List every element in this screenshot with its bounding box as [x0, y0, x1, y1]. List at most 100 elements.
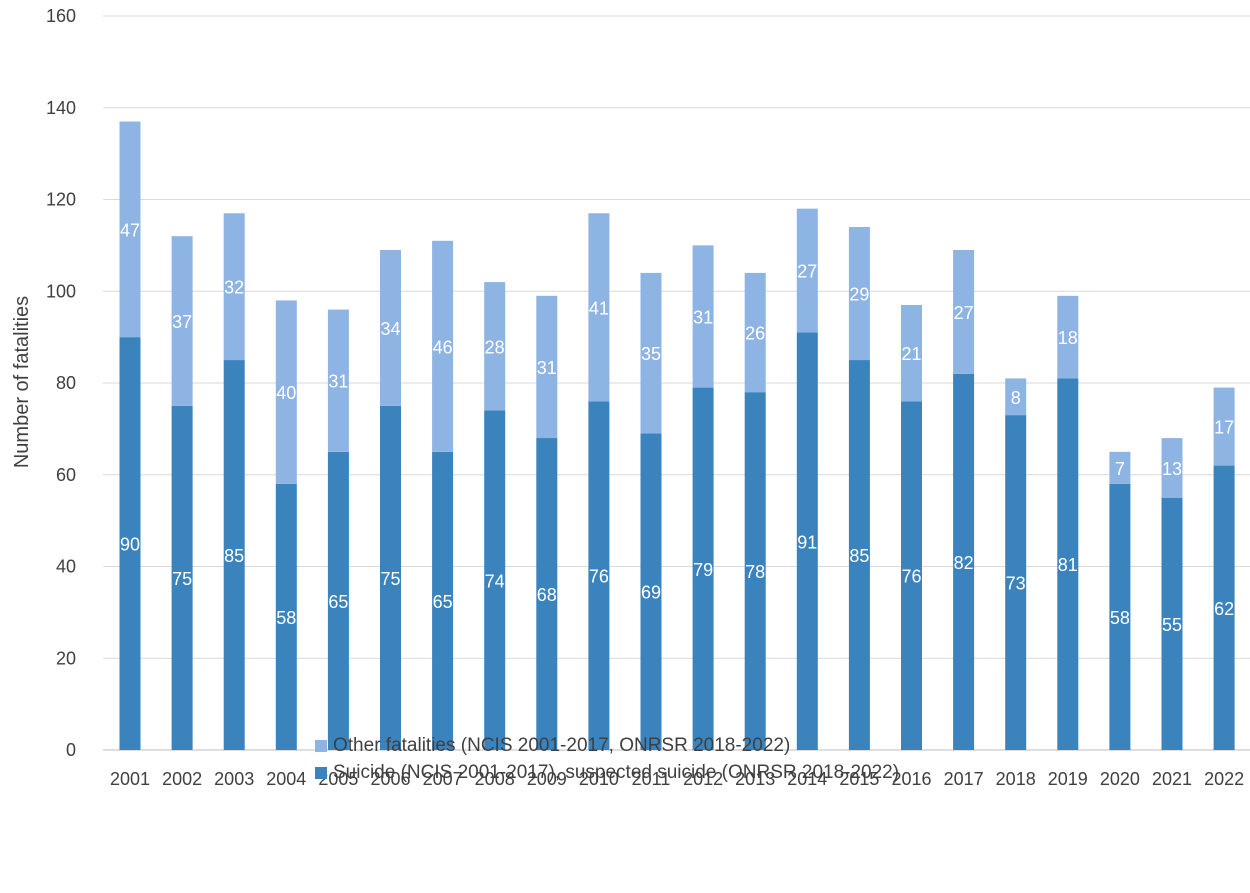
data-label-suicide: 76	[589, 567, 609, 587]
bar-segment-other	[536, 295, 558, 439]
x-tick-label: 2020	[1100, 769, 1140, 789]
x-tick-label: 2006	[370, 769, 410, 789]
x-tick-label: 2003	[214, 769, 254, 789]
data-label-suicide: 65	[328, 592, 348, 612]
data-label-suicide: 85	[849, 546, 869, 566]
bar-segment-suicide	[171, 405, 193, 750]
bar-segment-other	[119, 121, 141, 338]
bar-segment-other	[1161, 438, 1183, 498]
bar-segment-suicide	[848, 360, 870, 750]
bar-segment-suicide	[953, 373, 975, 750]
data-label-other: 28	[485, 337, 505, 357]
data-label-suicide: 81	[1058, 555, 1078, 575]
x-tick-label: 2002	[162, 769, 202, 789]
x-tick-label: 2011	[632, 769, 671, 789]
data-label-other: 13	[1162, 459, 1182, 479]
x-tick-label: 2007	[423, 769, 463, 789]
y-tick-label: 100	[46, 281, 76, 301]
data-label-other: 37	[172, 312, 192, 332]
bar-segment-other	[692, 245, 714, 388]
bar-segment-suicide	[692, 387, 714, 750]
bar-segment-suicide	[1161, 497, 1183, 750]
x-tick-label: 2008	[475, 769, 515, 789]
y-tick-label: 160	[46, 6, 76, 26]
data-label-other: 46	[433, 337, 453, 357]
data-label-suicide: 78	[745, 562, 765, 582]
bar-segment-suicide	[223, 360, 245, 750]
data-label-other: 40	[276, 383, 296, 403]
bar-segment-suicide	[327, 451, 349, 750]
bar-segment-other	[1213, 387, 1235, 466]
x-tick-label: 2018	[996, 769, 1036, 789]
bar-segment-suicide	[1057, 378, 1079, 750]
bar-segment-suicide	[119, 337, 141, 750]
bar-segment-other	[1057, 295, 1079, 379]
data-label-suicide: 75	[380, 569, 400, 589]
data-label-other: 7	[1115, 459, 1125, 479]
data-label-suicide: 55	[1162, 615, 1182, 635]
data-label-suicide: 85	[224, 546, 244, 566]
x-tick-label: 2015	[839, 769, 879, 789]
y-tick-label: 140	[46, 98, 76, 118]
data-label-other: 35	[641, 344, 661, 364]
x-tick-label: 2004	[266, 769, 306, 789]
data-label-other: 27	[954, 303, 974, 323]
data-label-suicide: 68	[537, 585, 557, 605]
x-tick-label: 2019	[1048, 769, 1088, 789]
bar-segment-suicide	[1005, 415, 1027, 750]
bar-segment-other	[1109, 451, 1131, 484]
legend-swatch-other	[315, 740, 327, 752]
data-label-suicide: 62	[1214, 599, 1234, 619]
data-label-suicide: 65	[433, 592, 453, 612]
bar-segment-other	[327, 309, 349, 452]
bar-segment-suicide	[484, 410, 506, 750]
bar-segment-other	[588, 213, 610, 402]
data-label-suicide: 58	[1110, 608, 1130, 628]
data-label-other: 27	[797, 262, 817, 282]
data-label-other: 31	[537, 358, 557, 378]
data-label-other: 21	[901, 344, 921, 364]
legend-swatch-suicide	[315, 767, 327, 779]
data-label-other: 31	[328, 372, 348, 392]
bar-segment-suicide	[380, 405, 401, 750]
legend-item-other: Other fatalities (NCIS 2001-2017, ONRSR …	[315, 735, 1115, 757]
data-label-other: 29	[849, 285, 869, 305]
data-label-other: 34	[380, 319, 400, 339]
bar-segment-other	[953, 249, 975, 374]
data-label-suicide: 58	[276, 608, 296, 628]
bar-segment-other	[223, 213, 245, 361]
data-label-suicide: 75	[172, 569, 192, 589]
y-tick-label: 20	[56, 648, 76, 668]
legend-label-other: Other fatalities (NCIS 2001-2017, ONRSR …	[333, 735, 791, 756]
data-label-other: 31	[693, 307, 713, 327]
x-tick-label: 2012	[683, 769, 723, 789]
bar-segment-other	[848, 227, 870, 361]
data-label-other: 47	[120, 220, 140, 240]
data-label-other: 8	[1011, 388, 1021, 408]
data-label-suicide: 82	[954, 553, 974, 573]
x-tick-label: 2009	[527, 769, 567, 789]
bar-segment-other	[484, 282, 506, 411]
data-label-other: 32	[224, 278, 244, 298]
bar-segment-other	[380, 249, 401, 406]
data-label-suicide: 74	[485, 571, 505, 591]
bar-segment-other	[432, 240, 454, 452]
bars	[119, 121, 1235, 750]
data-label-suicide: 90	[120, 535, 140, 555]
data-label-suicide: 73	[1006, 574, 1026, 594]
x-tick-label: 2017	[944, 769, 984, 789]
bar-segment-other	[640, 272, 662, 434]
axes: 0 20 40 60 80 100 120 140 160 2001 2002 2003 2004 200…	[46, 6, 1244, 789]
bar-segment-other	[171, 236, 193, 406]
bar-segment-other	[1005, 378, 1027, 416]
x-tick-label: 2010	[579, 769, 619, 789]
x-tick-label: 2021	[1152, 769, 1192, 789]
bar-segment-suicide	[640, 433, 662, 750]
data-label-other: 17	[1214, 418, 1234, 438]
bar-segment-suicide	[536, 438, 558, 750]
legend-item-suicide: Suicide (NCIS 2001-2017), suspected suic…	[315, 762, 1115, 784]
x-tick-label: 2005	[318, 769, 358, 789]
bar-segment-suicide	[275, 483, 297, 750]
